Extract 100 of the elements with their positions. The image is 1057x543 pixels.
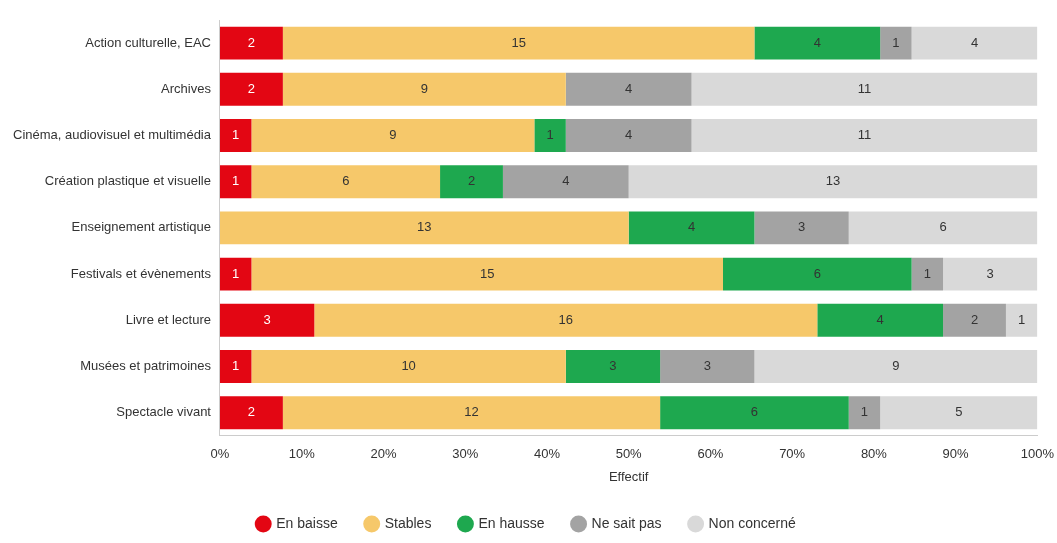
bar	[880, 26, 912, 60]
x2-tick-label: 100%	[1020, 446, 1055, 462]
data-label: 9	[389, 127, 397, 143]
data-label: 6	[939, 219, 947, 235]
data-label: 4	[970, 34, 979, 50]
data-label: 6	[750, 404, 759, 420]
x-axis-title: Effectif	[608, 468, 649, 484]
bar	[817, 303, 944, 337]
y-tick-label: Archives	[161, 80, 212, 96]
bar	[440, 165, 503, 199]
bar	[219, 396, 283, 430]
x2-tick-label: 20%	[370, 446, 397, 462]
x2-tick-label: 10%	[288, 446, 316, 462]
bar	[691, 72, 1038, 106]
x2-tick-label: 50%	[615, 446, 643, 462]
y-tick-label: Livre et lecture	[125, 311, 211, 327]
x2-tick-label: 90%	[942, 446, 970, 462]
y-tick-label: Enseignement artistique	[71, 219, 211, 235]
bar	[911, 257, 944, 291]
bar	[691, 119, 1038, 152]
data-label: 12	[464, 404, 479, 420]
bar	[943, 257, 1038, 291]
bar	[219, 165, 252, 199]
data-label: 3	[609, 358, 617, 374]
bar	[848, 211, 1038, 245]
data-label: 4	[687, 219, 696, 235]
bar	[219, 26, 283, 60]
y-tick-label: Musées et patrimoines	[80, 358, 212, 374]
data-label: 4	[876, 311, 884, 327]
bar	[282, 26, 755, 60]
data-label: 1	[1018, 311, 1026, 327]
data-label: 1	[232, 265, 240, 281]
data-label: 11	[857, 127, 872, 143]
bar	[943, 303, 1006, 337]
data-label: 2	[970, 311, 979, 327]
data-label: 6	[342, 173, 350, 189]
data-label: 15	[479, 265, 495, 281]
data-label: 3	[986, 265, 994, 281]
x2-tick-label: 60%	[697, 446, 724, 462]
bar	[911, 26, 1038, 60]
y-tick-label: Action culturelle, EAC	[85, 34, 211, 50]
bar	[628, 165, 1038, 199]
bar	[628, 211, 755, 245]
legend-label: Stables	[384, 514, 432, 531]
data-label: 6	[813, 265, 821, 281]
data-label: 13	[417, 219, 432, 235]
bar	[880, 396, 1038, 430]
y-tick-label: Festivals et évènements	[70, 265, 212, 281]
bar	[219, 303, 315, 337]
data-label: 9	[420, 80, 428, 96]
bar	[282, 396, 661, 430]
x2-tick-label: 30%	[452, 446, 479, 462]
bar	[219, 119, 252, 152]
data-label: 13	[825, 173, 841, 189]
bar	[282, 72, 566, 106]
bar	[219, 350, 252, 383]
legend-label: En baisse	[276, 514, 338, 531]
data-label: 3	[263, 311, 271, 327]
bar	[754, 26, 881, 60]
data-label: 1	[546, 127, 554, 143]
bar	[534, 119, 566, 152]
data-label: 4	[562, 173, 570, 189]
bar	[565, 72, 692, 106]
data-label: 4	[813, 34, 821, 50]
data-label: 1	[232, 127, 240, 143]
data-label: 1	[860, 404, 869, 420]
legend-label: En hausse	[478, 514, 545, 531]
bar	[502, 165, 629, 199]
data-label: 1	[232, 358, 240, 374]
y-tick-label: Création plastique et visuelle	[44, 173, 211, 189]
data-label: 2	[247, 34, 256, 50]
data-label: 2	[247, 404, 256, 420]
x2-tick-label: 40%	[533, 446, 561, 462]
bar	[251, 165, 441, 199]
data-label: 11	[857, 80, 872, 96]
bar	[660, 350, 755, 383]
bar	[754, 350, 1038, 383]
data-label: 3	[703, 358, 711, 374]
bar	[219, 72, 283, 106]
x2-tick-label: 70%	[779, 446, 806, 462]
bar	[754, 211, 849, 245]
bar	[722, 257, 912, 291]
bar	[565, 350, 661, 383]
bar	[1005, 303, 1038, 337]
bar	[848, 396, 881, 430]
y-tick-label: Spectacle vivant	[116, 404, 212, 420]
data-label: 10	[401, 358, 416, 374]
bar	[219, 257, 252, 291]
data-label: 1	[232, 173, 240, 189]
bar	[660, 396, 849, 430]
x2-tick-label: 80%	[860, 446, 888, 462]
data-label: 15	[511, 34, 526, 50]
data-label: 16	[558, 311, 574, 327]
bar	[251, 350, 566, 383]
data-label: 4	[625, 127, 633, 143]
data-label: 4	[625, 80, 633, 96]
data-label: 3	[797, 219, 806, 235]
bar	[251, 257, 723, 291]
legend-label: Non concerné	[708, 514, 796, 531]
bar	[219, 211, 629, 245]
